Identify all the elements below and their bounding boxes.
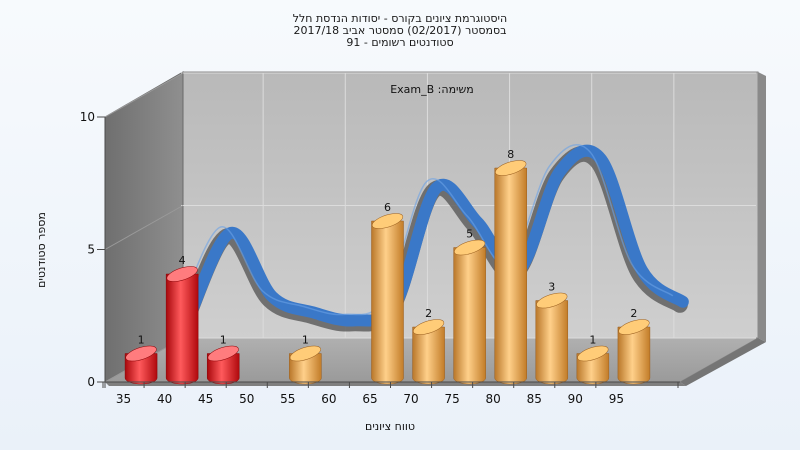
bar-value-label: 2 bbox=[425, 307, 432, 320]
bar-value-label: 1 bbox=[138, 334, 145, 347]
bar bbox=[165, 266, 199, 385]
x-tick-label: 70 bbox=[403, 392, 418, 406]
bar bbox=[494, 160, 527, 385]
chart-title-line-1: היסטוגרמת ציונים בקורס - יסודות הנדסת חל… bbox=[293, 12, 507, 25]
y-tick-label: 5 bbox=[87, 243, 95, 257]
right-wall-edge bbox=[758, 72, 766, 342]
bar-top bbox=[289, 345, 321, 362]
chart-title-line-2: בסמסטר (02/2017) סמסטר אביב 2017/18 bbox=[293, 24, 506, 37]
y-axis-title: מספר סטודנטים bbox=[35, 212, 48, 288]
y-tick-label: 10 bbox=[80, 110, 95, 124]
bar-top bbox=[371, 213, 404, 229]
bar-top bbox=[454, 239, 486, 256]
bar bbox=[289, 345, 322, 385]
bar bbox=[576, 345, 610, 385]
distribution-curve bbox=[178, 144, 689, 332]
bar-value-label: 3 bbox=[548, 281, 555, 294]
x-tick-label: 75 bbox=[444, 392, 459, 406]
y-tick-label: 0 bbox=[87, 375, 95, 389]
bar-top bbox=[618, 319, 650, 335]
bar bbox=[412, 319, 445, 385]
x-tick-label: 60 bbox=[321, 392, 336, 406]
bar-top bbox=[577, 345, 609, 362]
bar-body bbox=[165, 273, 199, 385]
x-tick-label: 50 bbox=[239, 392, 254, 406]
x-tick-label: 80 bbox=[486, 392, 501, 406]
bar bbox=[617, 319, 651, 385]
x-tick-label: 95 bbox=[609, 392, 624, 406]
bar-value-label: 8 bbox=[507, 148, 514, 161]
bar-top bbox=[536, 292, 568, 309]
bar-body bbox=[453, 247, 486, 385]
bar bbox=[371, 213, 404, 385]
bar-value-label: 1 bbox=[302, 334, 309, 347]
task-annotation: משימה: Exam_B bbox=[390, 83, 474, 96]
bar-body bbox=[371, 220, 404, 385]
curve-highlight bbox=[179, 144, 674, 316]
x-tick-label: 40 bbox=[157, 392, 172, 406]
grid-left bbox=[104, 72, 184, 118]
x-axis-title: טווח ציונים bbox=[365, 420, 415, 433]
floor-right-edge bbox=[680, 338, 766, 386]
bar-body bbox=[494, 167, 527, 385]
bar-value-label: 4 bbox=[179, 254, 186, 267]
bar bbox=[453, 239, 486, 385]
bar-value-label: 2 bbox=[630, 307, 637, 320]
bar-value-label: 1 bbox=[220, 334, 227, 347]
floor-front-edge bbox=[105, 382, 686, 386]
bar bbox=[206, 345, 240, 385]
bar-body bbox=[617, 326, 651, 385]
x-tick-label: 90 bbox=[568, 392, 583, 406]
bar-top bbox=[412, 319, 445, 335]
x-tick-label: 35 bbox=[116, 392, 131, 406]
bar-top bbox=[495, 160, 527, 176]
x-tick-label: 85 bbox=[527, 392, 542, 406]
x-tick-label: 65 bbox=[362, 392, 377, 406]
grid-left bbox=[104, 205, 184, 250]
bar-value-label: 6 bbox=[384, 201, 391, 214]
bars: 1 4 1 1 6 2 5 8 3 1 2 bbox=[124, 148, 651, 385]
x-tick-label: 55 bbox=[280, 392, 295, 406]
bar-body bbox=[412, 326, 445, 385]
bar-body bbox=[535, 300, 569, 385]
curve-ribbon bbox=[183, 144, 689, 327]
bar-top bbox=[166, 266, 198, 282]
bar bbox=[535, 292, 569, 385]
bar-top bbox=[125, 345, 157, 362]
bar-value-label: 5 bbox=[466, 228, 473, 241]
bar-value-label: 1 bbox=[589, 334, 596, 347]
chart-title-line-3: סטודנטים רשומים - 91 bbox=[346, 36, 453, 49]
x-tick-label: 45 bbox=[198, 392, 213, 406]
bar-top bbox=[207, 345, 239, 362]
bar bbox=[124, 345, 158, 385]
